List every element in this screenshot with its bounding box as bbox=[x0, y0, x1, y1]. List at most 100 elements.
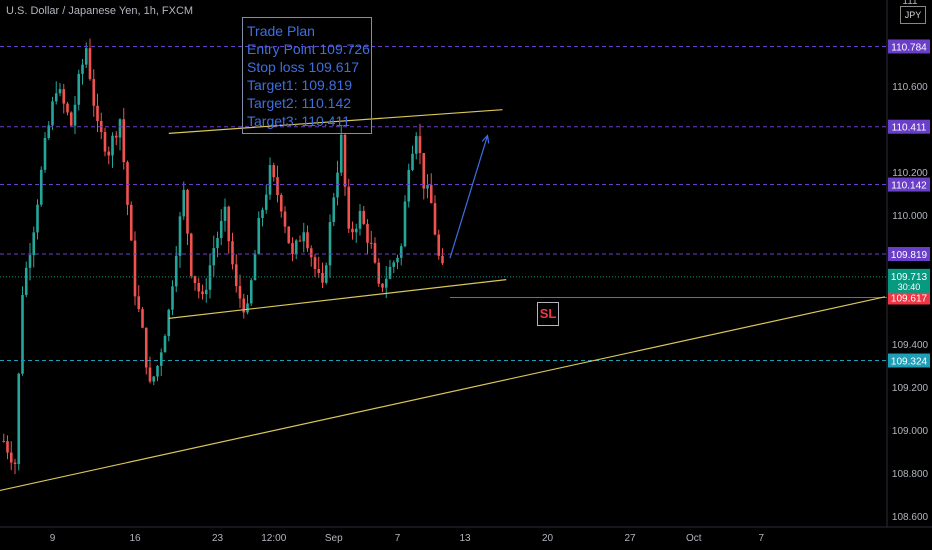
candle-body bbox=[219, 220, 223, 239]
candle-body bbox=[114, 135, 118, 138]
price-badge-label-3: 109.819 bbox=[891, 250, 928, 261]
candle-body bbox=[141, 309, 144, 328]
candle-body bbox=[77, 73, 81, 105]
candle-body bbox=[69, 112, 73, 126]
y-tick-label-4: 109.400 bbox=[892, 340, 929, 351]
candle-body bbox=[418, 136, 422, 154]
x-tick-label-9: Oct bbox=[686, 533, 702, 544]
candle-body bbox=[24, 267, 28, 295]
candle-body bbox=[58, 89, 62, 94]
price-badge-label-2: 110.142 bbox=[891, 181, 927, 192]
candle-body bbox=[92, 79, 96, 106]
currency-button[interactable]: JPY bbox=[900, 6, 926, 24]
candle-body bbox=[396, 257, 399, 263]
target-arrow bbox=[449, 135, 489, 259]
countdown-label: 30:40 bbox=[898, 282, 921, 292]
candle-body bbox=[216, 238, 219, 249]
candle-body bbox=[6, 441, 9, 453]
candle-body bbox=[294, 240, 298, 254]
sl-label: SL bbox=[537, 302, 559, 326]
x-tick-label-0: 9 bbox=[50, 533, 56, 544]
x-tick-label-2: 23 bbox=[212, 533, 224, 544]
y-tick-label-5: 109.200 bbox=[892, 383, 929, 394]
symbol-title: U.S. Dollar / Japanese Yen, 1h, FXCM bbox=[6, 5, 194, 17]
trendline-2 bbox=[168, 279, 507, 319]
candle-body bbox=[122, 119, 126, 163]
trade-plan-line-0: Trade Plan bbox=[247, 23, 315, 39]
price-badge-0 bbox=[888, 39, 930, 54]
trade-plan-line-1: Entry Point 109.726 bbox=[247, 41, 370, 57]
candle-body bbox=[111, 135, 114, 156]
price-badge-label-1: 110.411 bbox=[892, 123, 927, 134]
candle-body bbox=[276, 177, 279, 196]
candle-body bbox=[21, 294, 24, 374]
candle-body bbox=[28, 255, 32, 268]
candle-body bbox=[388, 266, 392, 279]
price-badge-3 bbox=[888, 247, 930, 262]
y-tick-label-6: 109.000 bbox=[892, 426, 929, 437]
candle-body bbox=[182, 189, 186, 217]
candle-body bbox=[186, 189, 189, 234]
price-badge-1 bbox=[888, 119, 930, 134]
y-tick-label-0: 111 bbox=[902, 0, 918, 7]
trade-plan-line-2: Stop loss 109.617 bbox=[247, 59, 360, 75]
candle-body bbox=[351, 228, 354, 233]
price-badge-2 bbox=[888, 177, 930, 192]
candle-body bbox=[422, 153, 426, 189]
candle-body bbox=[9, 452, 13, 463]
candle-body bbox=[309, 248, 313, 258]
candle-body bbox=[441, 255, 444, 264]
candle-body bbox=[377, 262, 381, 284]
current-price-label: 109.713 bbox=[891, 272, 928, 283]
candle-body bbox=[302, 232, 306, 242]
candle-body bbox=[362, 210, 366, 224]
x-tick-label-8: 27 bbox=[624, 533, 636, 544]
x-tick-label-6: 13 bbox=[459, 533, 471, 544]
candle-body bbox=[287, 226, 291, 244]
candle-body bbox=[306, 232, 309, 249]
candle-body bbox=[193, 276, 197, 284]
candle-body bbox=[126, 162, 129, 205]
x-tick-label-7: 20 bbox=[542, 533, 554, 544]
candle-body bbox=[212, 248, 216, 266]
candle-body bbox=[234, 264, 238, 287]
candle-body bbox=[96, 105, 99, 122]
candle-body bbox=[264, 194, 268, 210]
candle-body bbox=[133, 240, 137, 297]
candle-body bbox=[249, 280, 253, 304]
candle-body bbox=[253, 254, 257, 281]
candle-body bbox=[107, 151, 111, 156]
candle-body bbox=[137, 296, 141, 310]
candle-body bbox=[84, 48, 88, 65]
candle-body bbox=[321, 272, 324, 283]
candle-body bbox=[103, 131, 107, 152]
candle-body bbox=[347, 186, 351, 229]
price-badge-4 bbox=[888, 290, 930, 305]
price-badge-label-5: 109.324 bbox=[891, 357, 928, 368]
candle-body bbox=[159, 352, 163, 366]
trade-plan-line-5: Target3: 110.411 bbox=[247, 113, 351, 129]
y-tick-label-2: 110.200 bbox=[892, 168, 928, 179]
candle-body bbox=[313, 257, 317, 270]
candle-body bbox=[171, 286, 174, 310]
candle-body bbox=[238, 286, 242, 299]
candle-body bbox=[384, 278, 388, 288]
candle-body bbox=[332, 197, 336, 223]
trendline-0 bbox=[0, 296, 886, 492]
candle-body bbox=[242, 298, 246, 313]
candle-body bbox=[426, 185, 429, 189]
candle-body bbox=[437, 234, 441, 256]
candle-body bbox=[298, 240, 302, 242]
candle-body bbox=[261, 209, 264, 218]
candle-body bbox=[429, 185, 433, 204]
candle-body bbox=[13, 462, 17, 465]
candle-body bbox=[257, 217, 261, 255]
candle-body bbox=[43, 137, 47, 170]
candle-body bbox=[66, 103, 69, 113]
candle-body bbox=[197, 283, 201, 292]
trade-plan-box: Trade Plan Entry Point 109.726 Stop loss… bbox=[242, 17, 372, 134]
candle-body bbox=[88, 48, 92, 80]
candle-body bbox=[373, 242, 377, 263]
